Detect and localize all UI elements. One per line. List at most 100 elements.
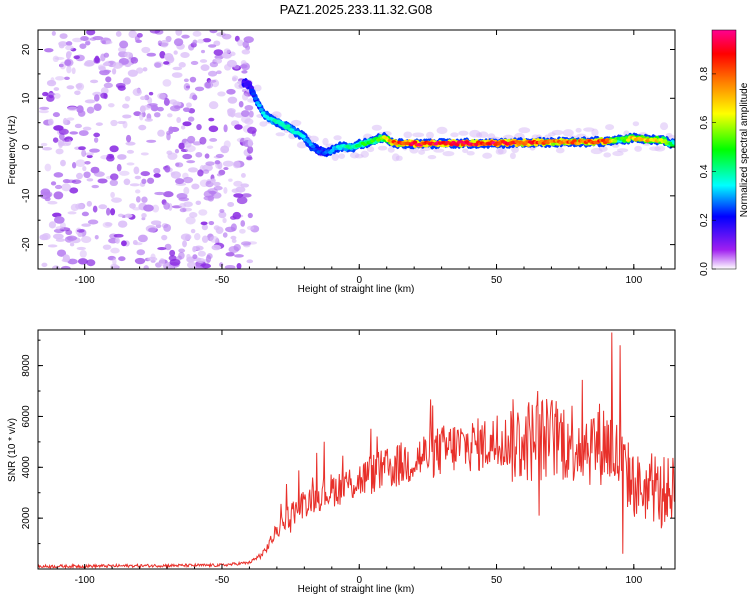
noise-blob	[195, 200, 202, 206]
noise-blob	[244, 118, 254, 125]
noise-blob	[66, 85, 75, 90]
noise-blob	[241, 70, 248, 74]
ridge-mark	[454, 143, 460, 147]
noise-blob	[66, 117, 75, 121]
noise-blob	[182, 153, 193, 160]
noise-blob	[106, 155, 115, 162]
ridge-halo	[509, 152, 516, 160]
ridge-halo	[412, 132, 425, 138]
noise-blob	[179, 203, 187, 209]
noise-blob	[122, 120, 128, 129]
noise-blob	[82, 165, 87, 172]
noise-blob	[174, 105, 180, 109]
noise-blob	[183, 83, 191, 91]
noise-blob	[54, 184, 63, 190]
noise-blob	[183, 78, 189, 83]
noise-blob	[93, 132, 101, 138]
noise-blob	[244, 105, 254, 111]
ridge-halo	[259, 121, 268, 127]
noise-blob	[98, 204, 108, 210]
snr-ticks: -100 -50 0 50 100 2000 4000 6000 8000	[21, 330, 675, 586]
colorbar-tick-label: 0.8	[699, 67, 710, 81]
noise-blob	[63, 58, 74, 67]
noise-blob	[125, 134, 132, 143]
noise-blob	[95, 122, 103, 126]
noise-blob	[39, 106, 50, 111]
noise-blob	[47, 118, 54, 126]
noise-blob	[194, 233, 201, 241]
noise-blob	[206, 145, 214, 149]
noise-blob	[140, 96, 146, 101]
noise-blob	[93, 137, 99, 143]
noise-blob	[205, 161, 215, 166]
noise-blob	[110, 173, 119, 181]
noise-blob	[175, 30, 183, 36]
noise-blob	[247, 126, 257, 134]
noise-blob	[161, 234, 168, 241]
noise-blob	[207, 44, 217, 48]
noise-blob	[216, 173, 223, 177]
noise-blob	[168, 265, 175, 269]
noise-blob	[178, 248, 186, 253]
noise-blob	[180, 125, 186, 130]
noise-blob	[152, 204, 160, 213]
noise-blob	[141, 217, 146, 221]
noise-blob	[237, 39, 244, 47]
spectrogram-xtick-label: -100	[75, 275, 95, 286]
noise-blob	[153, 167, 161, 174]
spectrogram-data	[38, 30, 675, 269]
noise-blob	[126, 149, 135, 154]
ridge-halo	[518, 127, 531, 134]
noise-blob	[101, 40, 107, 45]
spectrogram-ytick-label: -20	[21, 237, 32, 252]
noise-blob	[228, 178, 233, 182]
noise-blob	[219, 208, 225, 213]
ridge-halo	[632, 121, 640, 127]
noise-blob	[166, 132, 171, 141]
noise-blob	[92, 205, 98, 213]
noise-blob	[232, 211, 242, 220]
noise-blob	[55, 76, 65, 81]
noise-blob	[167, 113, 173, 118]
noise-blob	[104, 40, 113, 45]
noise-blob	[80, 236, 92, 244]
noise-blob	[236, 196, 248, 205]
noise-blob	[178, 62, 186, 68]
ridge-halo	[331, 153, 339, 161]
ridge-halo	[426, 131, 434, 139]
noise-blob	[100, 87, 109, 95]
noise-blob	[162, 79, 172, 87]
noise-blob	[247, 139, 254, 147]
noise-blob	[45, 191, 53, 198]
noise-blob	[230, 223, 237, 232]
noise-blob	[136, 67, 144, 74]
ridge-halo	[377, 145, 388, 151]
noise-blob	[181, 34, 190, 39]
noise-blob	[215, 226, 224, 235]
noise-blob	[135, 39, 142, 43]
noise-blob	[147, 177, 155, 184]
noise-blob	[125, 141, 136, 146]
noise-blob	[209, 61, 219, 68]
noise-blob	[192, 246, 197, 253]
noise-blob	[67, 258, 78, 265]
noise-blob	[100, 92, 108, 99]
noise-blob	[223, 124, 228, 133]
noise-blob	[124, 51, 133, 58]
noise-blob	[183, 186, 190, 195]
noise-blob	[211, 244, 222, 251]
noise-blob	[233, 193, 244, 198]
ridge-mark	[625, 138, 631, 142]
ridge-halo	[551, 129, 564, 136]
noise-blob	[182, 121, 192, 127]
noise-blob	[185, 216, 196, 225]
noise-blob	[143, 265, 150, 269]
ridge-halo	[659, 122, 669, 131]
noise-blob	[84, 161, 91, 165]
ridge-halo	[403, 131, 413, 139]
noise-blob	[53, 87, 60, 91]
noise-blob	[81, 211, 89, 217]
noise-blob	[74, 123, 82, 129]
noise-blob	[201, 235, 209, 243]
noise-blob	[81, 149, 87, 157]
